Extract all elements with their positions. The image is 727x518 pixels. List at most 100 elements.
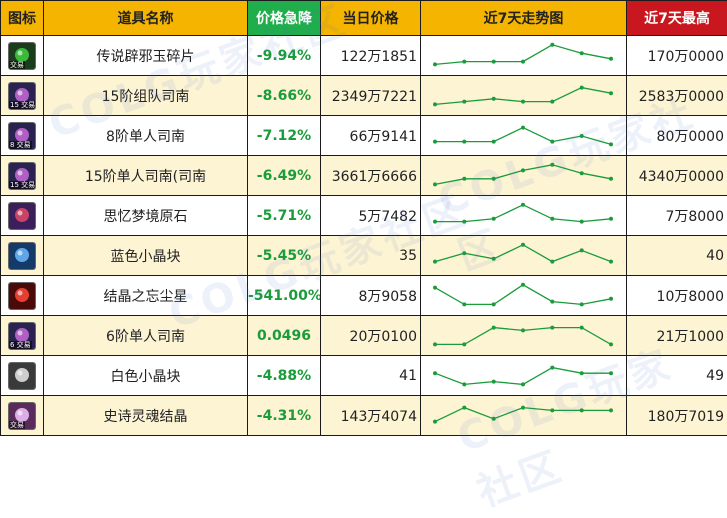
header-price-drop[interactable]: 价格急降 (248, 1, 321, 36)
trend-point[interactable] (462, 176, 466, 180)
trend-point[interactable] (521, 282, 525, 286)
trend-point[interactable] (492, 256, 496, 260)
item-icon-cell (1, 236, 44, 276)
trend-point[interactable] (550, 365, 554, 369)
trend-point[interactable] (433, 182, 437, 186)
trend-point[interactable] (462, 405, 466, 409)
trend-sparkline (421, 157, 625, 195)
trend-point[interactable] (462, 59, 466, 63)
daily-price: 8万9058 (321, 276, 421, 316)
trend-point[interactable] (492, 416, 496, 420)
trend-point[interactable] (609, 56, 613, 60)
trend-point[interactable] (580, 325, 584, 329)
trend-point[interactable] (433, 102, 437, 106)
trend-point[interactable] (433, 259, 437, 263)
trend-point[interactable] (492, 216, 496, 220)
trend-point[interactable] (580, 219, 584, 223)
trend-point[interactable] (609, 176, 613, 180)
trend-point[interactable] (433, 342, 437, 346)
price-change: -4.31% (248, 396, 321, 436)
trend-point[interactable] (550, 162, 554, 166)
price-change: -5.45% (248, 236, 321, 276)
trend-point[interactable] (433, 219, 437, 223)
trend-point[interactable] (609, 296, 613, 300)
trend-point[interactable] (609, 91, 613, 95)
trend-point[interactable] (492, 96, 496, 100)
trend-point[interactable] (550, 325, 554, 329)
daily-price: 20万0100 (321, 316, 421, 356)
trend-point[interactable] (462, 219, 466, 223)
trend-point[interactable] (433, 139, 437, 143)
trend-point[interactable] (521, 168, 525, 172)
trend-point[interactable] (550, 259, 554, 263)
trend-point[interactable] (580, 171, 584, 175)
trend-point[interactable] (580, 408, 584, 412)
trend-point[interactable] (521, 125, 525, 129)
trend-point[interactable] (550, 408, 554, 412)
trend-point[interactable] (521, 59, 525, 63)
item-name: 思忆梦境原石 (44, 196, 248, 236)
header-daily-price: 当日价格 (321, 1, 421, 36)
trend-point[interactable] (609, 342, 613, 346)
trend-point[interactable] (609, 216, 613, 220)
item-icon-cell: 交易 (1, 396, 44, 436)
trend-point[interactable] (462, 99, 466, 103)
trend-point[interactable] (433, 371, 437, 375)
trend-point[interactable] (609, 142, 613, 146)
trend-point[interactable] (580, 248, 584, 252)
trend-point[interactable] (462, 139, 466, 143)
trend-point[interactable] (521, 99, 525, 103)
trend-point[interactable] (462, 251, 466, 255)
compass-6-solo-icon: 6 交易 (8, 322, 36, 350)
trend-point[interactable] (609, 371, 613, 375)
trend-point[interactable] (492, 302, 496, 306)
daily-price: 41 (321, 356, 421, 396)
trend-point[interactable] (462, 382, 466, 386)
tradeable-tag: 15 交易 (9, 101, 36, 109)
trend-point[interactable] (580, 302, 584, 306)
trend-point[interactable] (550, 299, 554, 303)
seven-day-max: 21万1000 (627, 316, 727, 356)
trend-point[interactable] (433, 419, 437, 423)
trend-point[interactable] (550, 42, 554, 46)
header-7day-max: 近7天最高 (627, 1, 727, 36)
trend-point[interactable] (492, 176, 496, 180)
trend-point[interactable] (609, 408, 613, 412)
trend-point[interactable] (580, 51, 584, 55)
trend-point[interactable] (550, 99, 554, 103)
trend-point[interactable] (492, 139, 496, 143)
trend-point[interactable] (492, 325, 496, 329)
trend-point[interactable] (521, 382, 525, 386)
trend-point[interactable] (580, 371, 584, 375)
trend-point[interactable] (521, 202, 525, 206)
daily-price: 2349万7221 (321, 76, 421, 116)
trend-point[interactable] (609, 259, 613, 263)
trend-point[interactable] (433, 285, 437, 289)
trend-point[interactable] (580, 134, 584, 138)
trend-point[interactable] (580, 85, 584, 89)
trend-point[interactable] (521, 328, 525, 332)
trend-sparkline (421, 237, 625, 275)
trend-point[interactable] (550, 216, 554, 220)
trend-point[interactable] (433, 62, 437, 66)
trend-point[interactable] (521, 242, 525, 246)
trend-point[interactable] (550, 139, 554, 143)
trend-point[interactable] (462, 302, 466, 306)
trend-point[interactable] (492, 59, 496, 63)
item-icon-cell (1, 276, 44, 316)
trend-point[interactable] (462, 342, 466, 346)
trend-point[interactable] (492, 379, 496, 383)
trend-point[interactable] (521, 405, 525, 409)
daily-price: 66万9141 (321, 116, 421, 156)
seven-day-max: 40 (627, 236, 727, 276)
